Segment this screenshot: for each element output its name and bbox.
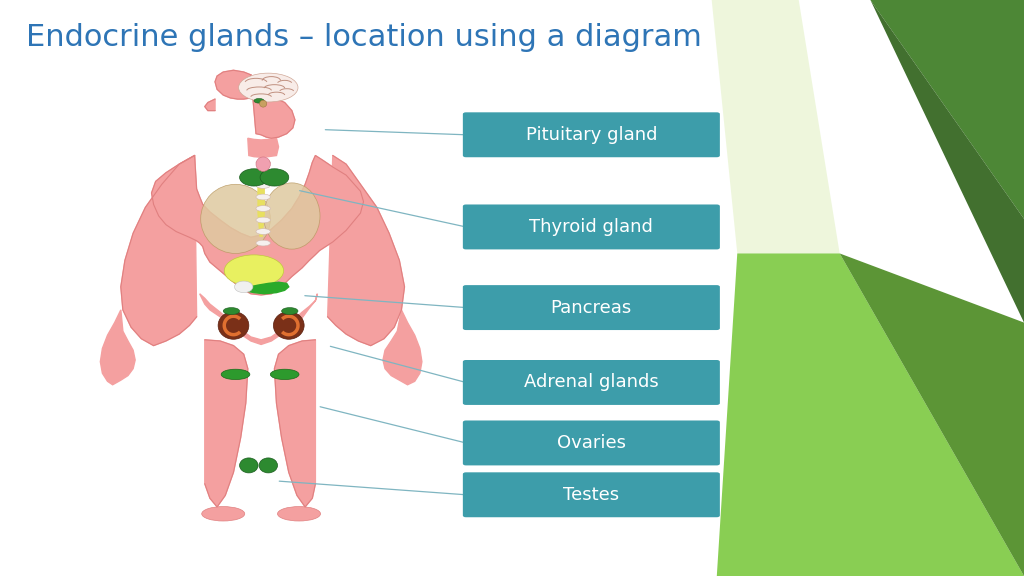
Ellipse shape (202, 507, 245, 521)
FancyBboxPatch shape (463, 472, 720, 517)
Polygon shape (840, 253, 1024, 576)
Text: Ovaries: Ovaries (557, 434, 626, 452)
Polygon shape (870, 0, 1024, 323)
Ellipse shape (256, 171, 270, 177)
Ellipse shape (256, 157, 270, 172)
FancyBboxPatch shape (463, 420, 720, 465)
Ellipse shape (278, 507, 321, 521)
Text: Adrenal glands: Adrenal glands (524, 373, 658, 392)
Ellipse shape (260, 169, 289, 186)
Ellipse shape (270, 369, 299, 380)
Ellipse shape (256, 160, 270, 165)
FancyBboxPatch shape (463, 360, 720, 405)
Text: Testes: Testes (563, 486, 620, 504)
Text: Pituitary gland: Pituitary gland (525, 126, 657, 144)
Polygon shape (328, 156, 404, 346)
Ellipse shape (223, 308, 240, 314)
Ellipse shape (234, 281, 253, 293)
Ellipse shape (256, 229, 270, 234)
Polygon shape (200, 294, 317, 344)
Ellipse shape (282, 308, 298, 314)
FancyBboxPatch shape (463, 112, 720, 157)
Ellipse shape (256, 183, 270, 188)
Text: Endocrine glands – location using a diagram: Endocrine glands – location using a diag… (26, 23, 701, 52)
Ellipse shape (254, 98, 264, 103)
Ellipse shape (256, 240, 270, 246)
Polygon shape (100, 310, 135, 385)
Polygon shape (383, 310, 422, 385)
Ellipse shape (240, 458, 258, 473)
Ellipse shape (263, 183, 319, 249)
Ellipse shape (218, 312, 249, 339)
Polygon shape (258, 162, 264, 236)
Ellipse shape (259, 458, 278, 473)
Ellipse shape (221, 369, 250, 380)
Ellipse shape (239, 73, 298, 102)
Ellipse shape (201, 184, 270, 253)
Ellipse shape (273, 312, 304, 339)
Text: Thyroid gland: Thyroid gland (529, 218, 653, 236)
Polygon shape (152, 156, 364, 295)
Polygon shape (717, 253, 1024, 576)
FancyBboxPatch shape (463, 204, 720, 249)
FancyBboxPatch shape (463, 285, 720, 330)
Ellipse shape (260, 100, 266, 107)
Polygon shape (205, 99, 215, 111)
Polygon shape (799, 0, 1024, 219)
Ellipse shape (256, 206, 270, 211)
Ellipse shape (224, 255, 284, 286)
Ellipse shape (256, 194, 270, 200)
Polygon shape (205, 340, 248, 507)
Polygon shape (246, 282, 289, 294)
Polygon shape (274, 340, 315, 507)
Ellipse shape (256, 217, 270, 223)
Polygon shape (712, 0, 840, 253)
Polygon shape (121, 156, 197, 346)
Polygon shape (248, 138, 279, 157)
Text: Pancreas: Pancreas (551, 298, 632, 317)
Polygon shape (215, 70, 295, 138)
Ellipse shape (240, 169, 268, 186)
